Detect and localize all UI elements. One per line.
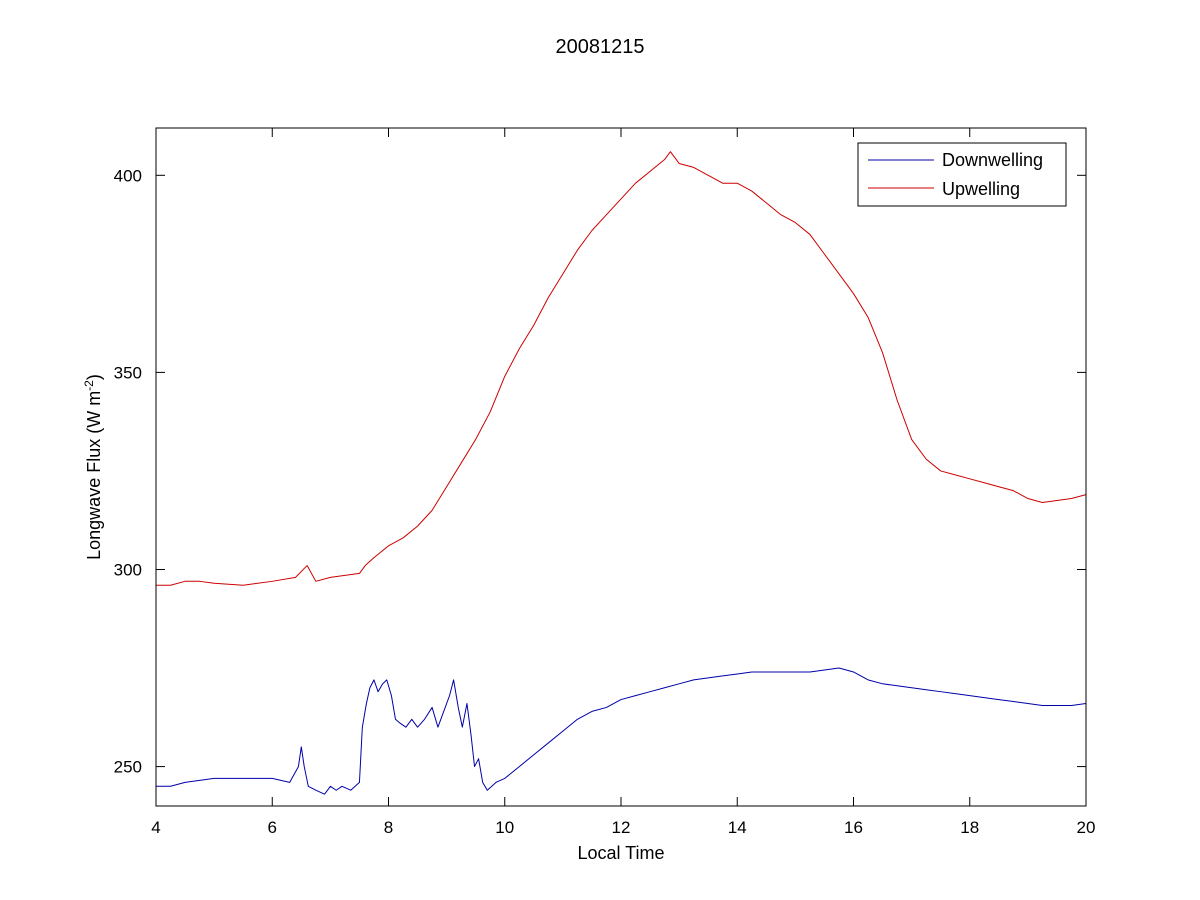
x-tick-label-18: 18 bbox=[960, 818, 979, 837]
legend-label-downwelling: Downwelling bbox=[942, 150, 1043, 170]
legend-label-upwelling: Upwelling bbox=[942, 179, 1020, 199]
y-axis-label: Longwave Flux (W m-2) bbox=[82, 374, 104, 560]
y-tick-label-400: 400 bbox=[114, 166, 142, 185]
y-tick-label-250: 250 bbox=[114, 758, 142, 777]
y-axis-label-sup: -2 bbox=[82, 380, 96, 391]
plot-area bbox=[156, 128, 1086, 806]
x-tick-label-16: 16 bbox=[844, 818, 863, 837]
x-tick-label-10: 10 bbox=[495, 818, 514, 837]
y-tick-label-300: 300 bbox=[114, 560, 142, 579]
y-axis-label-main: Longwave Flux (W m bbox=[84, 391, 104, 560]
x-tick-label-14: 14 bbox=[728, 818, 747, 837]
legend-box bbox=[857, 142, 1067, 207]
chart-title: 20081215 bbox=[556, 36, 645, 58]
series-line-downwelling bbox=[156, 667, 1087, 795]
y-axis-label-close: ) bbox=[84, 374, 104, 380]
y-tick-label-350: 350 bbox=[114, 363, 142, 382]
tick-layer: 4 6 8 10 12 14 16 18 20 250 300 350 400 bbox=[114, 128, 1096, 837]
x-tick-label-6: 6 bbox=[268, 818, 277, 837]
x-tick-label-12: 12 bbox=[612, 818, 631, 837]
x-tick-label-8: 8 bbox=[384, 818, 393, 837]
series-layer bbox=[156, 151, 1087, 795]
x-tick-label-4: 4 bbox=[151, 818, 160, 837]
series-line-upwelling bbox=[156, 151, 1087, 586]
x-tick-label-20: 20 bbox=[1077, 818, 1096, 837]
x-axis-label: Local Time bbox=[577, 843, 664, 863]
legend: Downwelling Upwelling bbox=[857, 142, 1067, 207]
plot-frame bbox=[155, 127, 1087, 807]
